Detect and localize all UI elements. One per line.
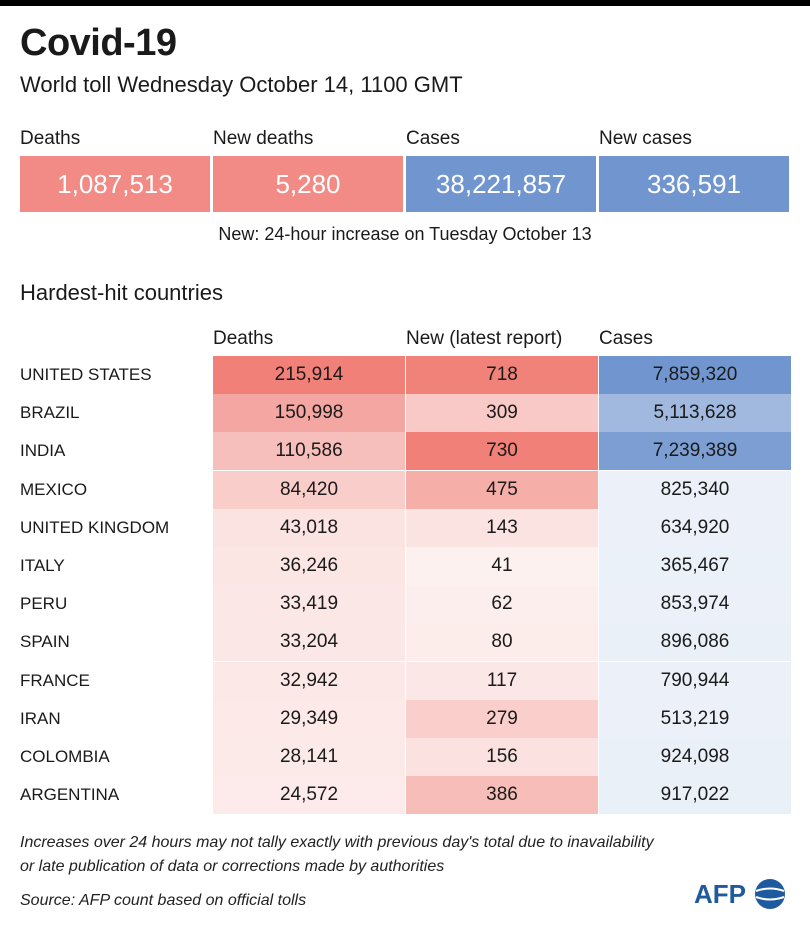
table-cell-new: 41 [406,547,598,585]
table-row-country: UNITED STATES [20,365,152,384]
table-cell-deaths: 43,018 [213,508,405,547]
column-header-new: New (latest report) [406,328,563,349]
table-cell-new: 279 [406,699,598,738]
table-cell-deaths: 150,998 [213,394,405,433]
table-row-country: SPAIN [20,632,70,652]
table-cell-cases: 825,340 [599,470,791,509]
table-cell-cases: 924,098 [599,738,791,776]
source-note: Source: AFP count based on official toll… [20,892,307,909]
table-cell-deaths: 110,586 [213,432,405,471]
table-cell-deaths: 33,204 [213,623,405,662]
summary-note: New: 24-hour increase on Tuesday October… [218,224,592,244]
table-cell-new: 475 [406,470,598,509]
table-cell-new: 62 [406,585,598,624]
table-cell-cases: 5,113,628 [599,394,791,433]
table-cell-new: 156 [406,738,598,776]
table-cell-deaths: 24,572 [213,776,405,815]
table-cell-new: 309 [406,394,598,433]
afp-logo-globe-icon [755,879,785,909]
table-row-country: INDIA [20,441,66,461]
table-cell-deaths: 36,246 [213,547,405,585]
table-cell-new: 718 [406,356,598,394]
table-row-country: ARGENTINA [20,785,120,805]
table-cell-cases: 513,219 [599,699,791,738]
afp-logo: AFP [694,879,785,909]
table-cell-deaths: 32,942 [213,661,405,700]
table-cell-new: 730 [406,432,598,471]
afp-logo-text: AFP [694,879,746,909]
table-cell-new: 117 [406,661,598,700]
table-row-country: PERU [20,594,68,614]
table-cell-cases: 7,859,320 [599,356,791,394]
table-cell-cases: 365,467 [599,547,791,585]
section-title: Hardest-hit countries [20,280,223,305]
table-cell-cases: 7,239,389 [599,432,791,471]
summary-value-deaths: 1,087,513 [20,156,210,212]
page-title: Covid-19 [20,22,177,64]
summary-value-new-deaths: 5,280 [213,156,403,212]
page-subtitle: World toll Wednesday October 14, 1100 GM… [20,72,463,97]
summary-label-new-deaths: New deaths [213,128,314,149]
table-cell-cases: 634,920 [599,508,791,547]
summary-label-new-cases: New cases [599,128,692,149]
summary-value-new-cases: 336,591 [599,156,789,212]
column-header-cases: Cases [599,328,653,349]
table-cell-cases: 853,974 [599,585,791,624]
table-cell-cases: 917,022 [599,776,791,815]
table-cell-deaths: 84,420 [213,470,405,509]
table-row-country: COLOMBIA [20,747,110,766]
table-row-country: FRANCE [20,670,90,690]
table-row-country: IRAN [20,708,61,728]
table-cell-deaths: 29,349 [213,699,405,738]
summary-label-cases: Cases [406,128,460,149]
footnote-line-1: Increases over 24 hours may not tally ex… [20,834,654,851]
summary-value-cases: 38,221,857 [406,156,596,212]
column-header-deaths: Deaths [213,328,274,349]
table-cell-new: 80 [406,623,598,662]
top-bar [0,0,810,6]
table-row-country: BRAZIL [20,403,80,423]
table-row-country: ITALY [20,556,65,575]
table-cell-cases: 790,944 [599,661,791,700]
table-row-country: UNITED KINGDOM [20,517,170,537]
table-cell-new: 143 [406,508,598,547]
table-cell-new: 386 [406,776,598,815]
summary-label-deaths: Deaths [20,128,81,149]
table-cell-deaths: 33,419 [213,585,405,624]
table-cell-deaths: 28,141 [213,738,405,776]
table-row-country: MEXICO [20,479,88,499]
footnote-line-2: or late publication of data or correctio… [20,858,445,875]
table-cell-cases: 896,086 [599,623,791,662]
table-cell-deaths: 215,914 [213,356,405,394]
